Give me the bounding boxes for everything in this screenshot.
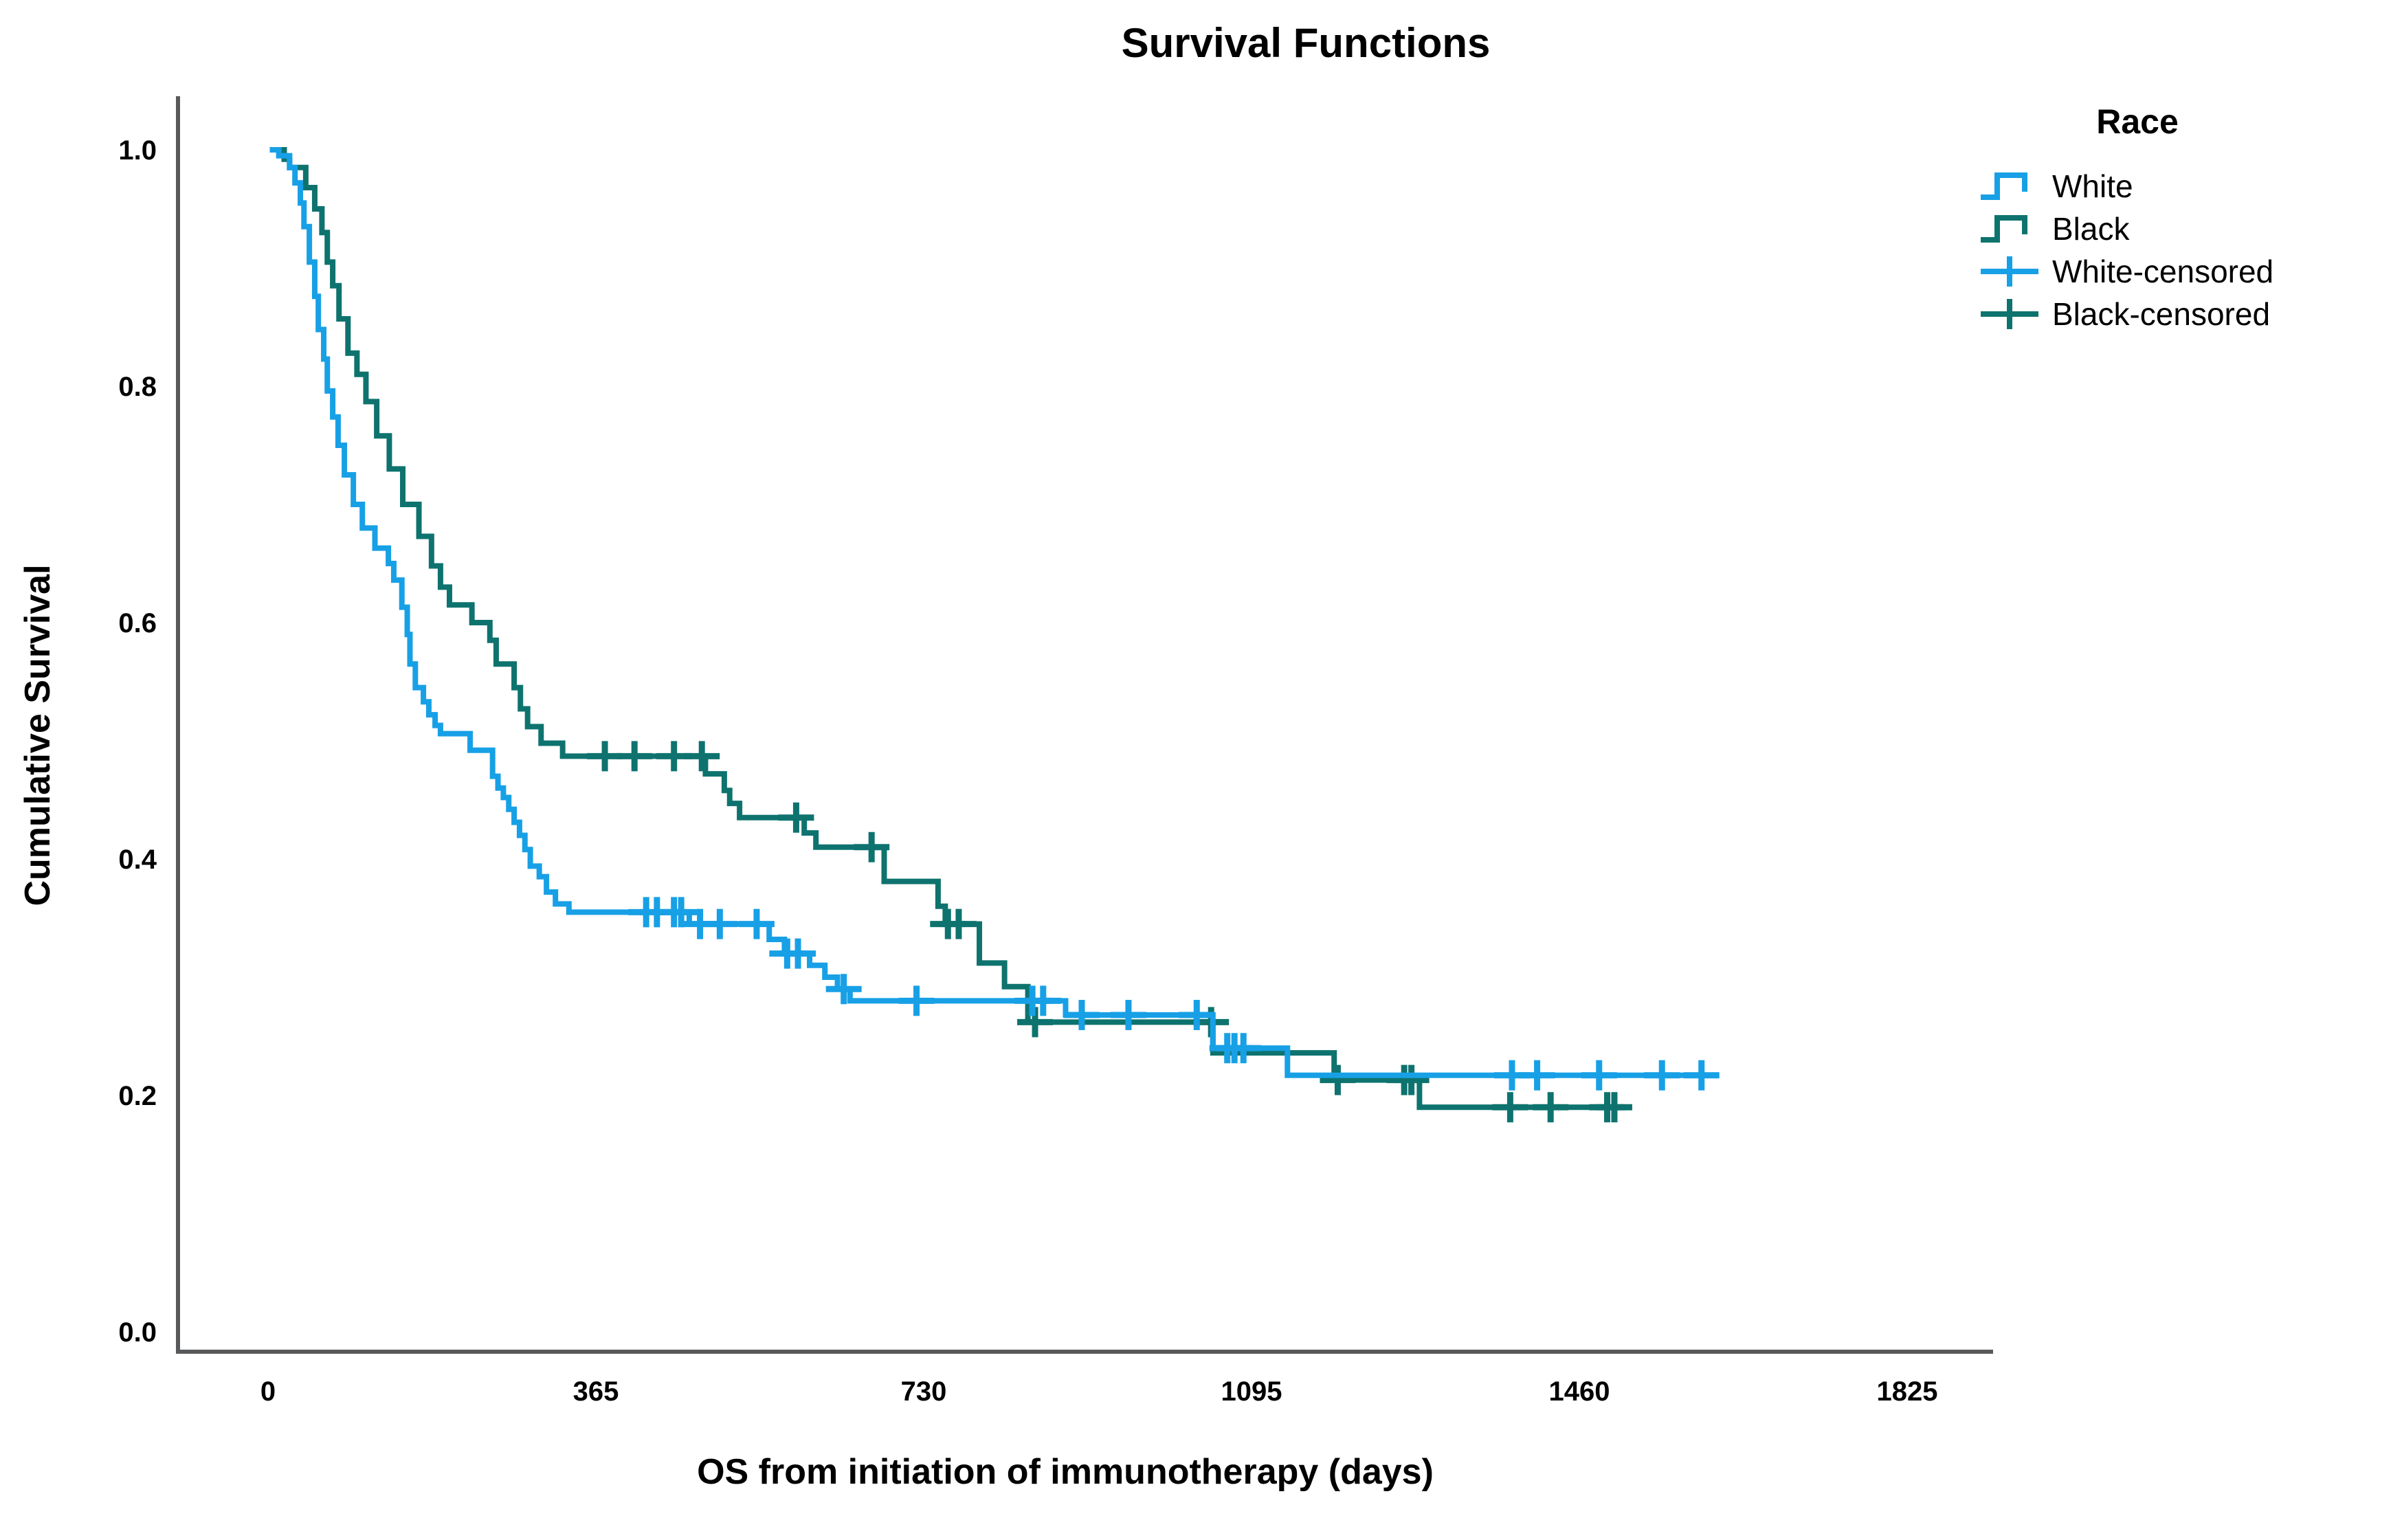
white-step-line-icon [1981,172,2027,200]
x-tick-label: 730 [901,1376,947,1407]
x-tick-label: 1095 [1221,1376,1282,1407]
white-censored-cross-icon [1981,256,2038,287]
legend-item-white: White [1979,165,2364,208]
y-tick-label: 0.4 [118,845,157,875]
legend-item-black: Black [1979,208,2364,250]
x-axis-title: OS from initiation of immunotherapy (day… [697,1452,1434,1492]
legend: Race White Black White-censored Black-ce… [1979,102,2364,335]
y-tick-label: 0.0 [118,1317,157,1348]
survival-curve-black [269,147,1622,1111]
x-tick-label: 1825 [1877,1376,1938,1407]
legend-title: Race [2096,102,2179,141]
legend-item-label: Black-censored [2052,296,2271,332]
survival-curve-white [269,147,1715,1078]
legend-item-white-censored: White-censored [1979,250,2364,293]
x-tick-label: 1460 [1549,1376,1610,1407]
chart-title: Survival Functions [1121,20,1491,66]
y-tick-label: 1.0 [118,135,157,166]
x-tick-label: 365 [573,1376,619,1407]
legend-item-label: White [2052,168,2133,204]
black-censored-cross-icon [1981,299,2038,329]
black-step-line-icon [1981,215,2027,243]
y-tick-label: 0.2 [118,1081,157,1111]
y-tick-label: 0.6 [118,608,157,638]
y-axis-title: Cumulative Survival [18,564,58,906]
x-tick-label: 0 [260,1376,276,1407]
legend-item-label: Black [2052,211,2130,247]
legend-item-black-censored: Black-censored [1979,293,2364,335]
legend-item-label: White-censored [2052,254,2274,289]
y-tick-label: 0.8 [118,372,157,402]
